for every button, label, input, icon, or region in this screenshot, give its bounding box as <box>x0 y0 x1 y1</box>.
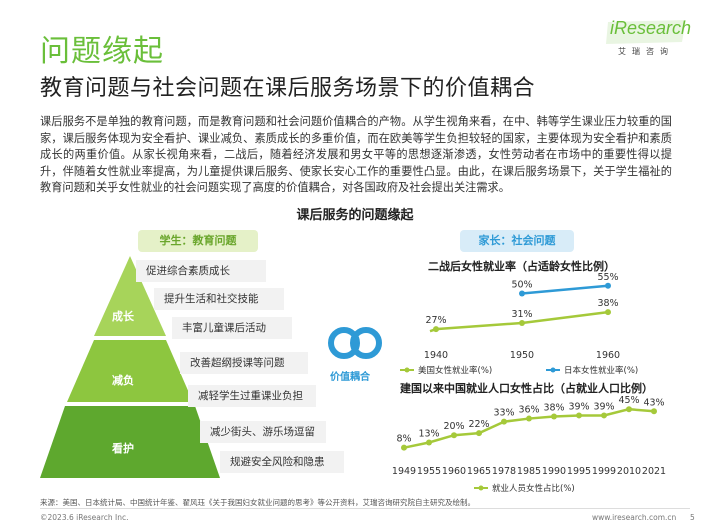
copyright: ©2023.6 iResearch Inc. <box>40 513 129 522</box>
data-label: 27% <box>425 315 446 326</box>
pyramid-tier-top <box>94 256 166 336</box>
data-point <box>501 418 507 425</box>
data-point <box>426 439 432 446</box>
data-label: 33% <box>493 408 514 419</box>
data-label: 31% <box>511 309 532 320</box>
data-label: 38% <box>543 402 564 413</box>
data-point <box>601 412 607 419</box>
bullet-item: 减少街头、游乐场逗留 <box>200 421 326 443</box>
intro-paragraph: 课后服务不是单独的教育问题，而是教育问题和社会问题价值耦合的产物。从学生视角来看… <box>40 115 672 194</box>
data-label: 50% <box>511 280 532 291</box>
data-point <box>519 319 525 326</box>
pyramid-tier-bottom <box>40 406 220 478</box>
data-point <box>626 406 632 413</box>
legend-marker <box>478 485 484 491</box>
data-label: 39% <box>568 401 589 412</box>
footer-divider <box>40 508 690 509</box>
x-tick-label: 1960 <box>596 350 620 361</box>
page-title: 问题缘起 <box>40 34 164 69</box>
women-employment-chart: 27% 31% 38% 50% 55% 1940 1950 1960 美国女性就业率(%) 日本女… <box>400 272 638 376</box>
data-point <box>576 412 582 419</box>
logo-wordmark: iResearch <box>610 18 692 38</box>
coupling-link-icon <box>328 327 382 359</box>
data-point <box>476 430 482 437</box>
page-subtitle: 教育问题与社会问题在课后服务场景下的价值耦合 <box>40 76 536 101</box>
pyramid-label-care: 看护 <box>112 442 134 455</box>
x-tick-label: 1949 <box>392 466 416 477</box>
bullet-item: 促进综合素质成长 <box>136 260 266 282</box>
section-heading: 课后服务的问题缘起 <box>296 208 414 223</box>
iresearch-logo: iResearch 艾瑞咨询 <box>606 18 692 64</box>
legend-marker <box>550 367 556 373</box>
bullet-item: 改善超纲授课等问题 <box>180 352 308 374</box>
data-label: 36% <box>518 405 539 416</box>
data-label: 39% <box>593 401 614 412</box>
pyramid-tier-middle <box>67 340 193 402</box>
needs-pyramid <box>40 256 220 478</box>
x-tick-label: 1995 <box>567 466 591 477</box>
data-label: 38% <box>597 298 618 309</box>
data-point <box>551 413 557 420</box>
x-tick-label: 1940 <box>424 350 448 361</box>
china-female-share-chart: 8% 13% 20% 22% 33% 36% 38% 39% 39% 45% 43% 1949 1955… <box>392 395 666 494</box>
parent-social-badge: 家长：社会问题 <box>460 230 574 252</box>
data-label: 8% <box>396 434 411 445</box>
pyramid-label-burden: 减负 <box>112 374 134 387</box>
x-tick-label: 1960 <box>442 466 466 477</box>
pyramid-label-growth: 成长 <box>112 310 134 323</box>
data-point <box>401 444 407 451</box>
x-tick-label: 1950 <box>510 350 534 361</box>
data-point <box>605 309 611 316</box>
x-tick-label: 1955 <box>417 466 441 477</box>
logo-tagline: 艾瑞咨询 <box>618 47 674 56</box>
bullet-item: 减轻学生过重课业负担 <box>188 385 316 407</box>
series-line <box>521 284 609 295</box>
logo-banner-icon <box>606 20 686 44</box>
data-label: 20% <box>443 421 464 432</box>
footer-url: www.iresearch.com.cn <box>592 513 677 522</box>
bullet-item: 提升生活和社交技能 <box>154 288 284 310</box>
x-tick-label: 2021 <box>642 466 666 477</box>
data-label: 22% <box>468 419 489 430</box>
data-point <box>651 408 657 415</box>
bullet-item: 规避安全风险和隐患 <box>220 451 344 473</box>
data-point <box>605 282 611 289</box>
x-tick-label: 1978 <box>492 466 516 477</box>
source-note: 来源：美国、日本统计局、中国统计年鉴、翟风珏《关于我国妇女就业问题的思考》等公开… <box>40 498 475 507</box>
data-label: 45% <box>618 395 639 406</box>
page-number: 5 <box>690 513 695 522</box>
series-line <box>429 310 609 333</box>
legend-label: 日本女性就业率(%) <box>564 365 638 376</box>
data-label: 43% <box>643 397 664 408</box>
data-label: 13% <box>418 428 439 439</box>
x-tick-label: 1999 <box>592 466 616 477</box>
data-label: 55% <box>597 272 618 283</box>
legend-label: 就业人员女性占比(%) <box>492 483 575 494</box>
chart1-title: 二战后女性就业率（占适龄女性比例） <box>428 260 615 273</box>
coupling-label: 价值耦合 <box>330 372 370 383</box>
x-tick-label: 1965 <box>467 466 491 477</box>
data-point <box>451 432 457 439</box>
student-education-badge: 学生：教育问题 <box>138 230 258 252</box>
data-point <box>519 290 525 297</box>
data-point <box>433 326 439 333</box>
legend-marker <box>404 367 410 373</box>
legend-label: 美国女性就业率(%) <box>418 365 492 376</box>
data-point <box>526 415 532 422</box>
x-tick-label: 1985 <box>517 466 541 477</box>
x-tick-label: 2010 <box>617 466 641 477</box>
x-tick-label: 1990 <box>542 466 566 477</box>
chart2-title: 建国以来中国就业人口女性占比（占就业人口比例） <box>400 382 653 395</box>
bullet-item: 丰富儿童课后活动 <box>172 317 292 339</box>
